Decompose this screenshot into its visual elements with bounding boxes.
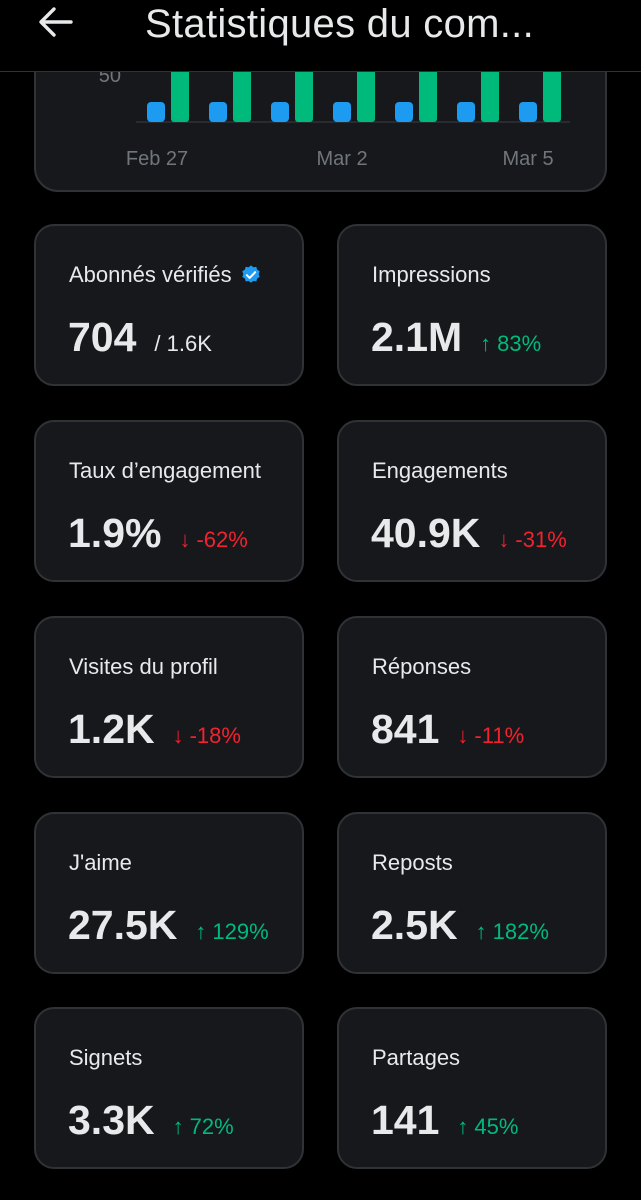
stat-card[interactable]: Impressions 2.1M ↑ 83%: [337, 224, 607, 386]
stat-total: / 1.6K: [154, 331, 212, 356]
stat-delta: ↓ -11%: [457, 723, 524, 749]
arrow-up-icon: ↑: [195, 919, 207, 944]
verified-badge-icon: [240, 264, 262, 286]
back-button[interactable]: [36, 2, 76, 42]
stat-label-text: Impressions: [372, 262, 491, 287]
stat-label-text: Signets: [69, 1045, 143, 1070]
stat-label: Abonnés vérifiés: [69, 262, 262, 288]
stat-card[interactable]: Partages 141 ↑ 45%: [337, 1007, 607, 1169]
stat-label-text: Visites du profil: [69, 654, 218, 679]
stat-value-row: 2.1M ↑ 83%: [371, 314, 541, 361]
stat-value: 2.5K: [371, 902, 458, 948]
stat-value: 841: [371, 706, 440, 752]
stat-value: 1.2K: [68, 706, 155, 752]
stat-value-row: 40.9K ↓ -31%: [371, 510, 567, 557]
stat-value-row: 841 ↓ -11%: [371, 706, 524, 753]
stat-label: J'aime: [69, 850, 132, 876]
stat-label: Signets: [69, 1045, 142, 1071]
top-bar: Statistiques du com...: [0, 0, 641, 72]
stat-delta: ↓ -31%: [498, 527, 566, 553]
stat-delta-value: -31%: [515, 527, 567, 552]
stat-delta: ↑ 72%: [173, 1114, 234, 1140]
stat-card[interactable]: Reposts 2.5K ↑ 182%: [337, 812, 607, 974]
stat-label-text: Réponses: [372, 654, 472, 679]
stat-label-text: J'aime: [69, 850, 132, 875]
arrow-down-icon: ↓: [457, 723, 469, 748]
stat-card[interactable]: Abonnés vérifiés 704 / 1.6K: [34, 224, 304, 386]
stat-value: 1.9%: [68, 510, 162, 556]
bar-blue-2: [271, 102, 289, 122]
arrow-up-icon: ↑: [172, 1114, 184, 1139]
bar-blue-0: [147, 102, 165, 122]
stat-label-text: Partages: [372, 1045, 461, 1070]
stat-delta-value: 72%: [189, 1114, 234, 1139]
arrow-down-icon: ↓: [498, 527, 510, 552]
arrow-down-icon: ↓: [172, 723, 184, 748]
stat-label-text: Engagements: [372, 458, 508, 483]
stat-delta-value: -11%: [474, 723, 525, 748]
x-tick-label: Mar 2: [316, 148, 367, 170]
bar-blue-3: [333, 102, 351, 122]
arrow-up-icon: ↑: [480, 331, 492, 356]
stat-value-row: 27.5K ↑ 129%: [68, 902, 269, 949]
stat-card[interactable]: Engagements 40.9K ↓ -31%: [337, 420, 607, 582]
stat-delta: ↓ -62%: [179, 527, 247, 553]
stat-value: 3.3K: [68, 1097, 155, 1143]
stat-card[interactable]: Signets 3.3K ↑ 72%: [34, 1007, 304, 1169]
stat-value-row: 3.3K ↑ 72%: [68, 1097, 234, 1144]
stat-label: Partages: [372, 1045, 460, 1071]
stat-label: Engagements: [372, 458, 508, 484]
stat-delta: ↓ -18%: [173, 723, 241, 749]
stat-delta-value: 45%: [474, 1114, 519, 1139]
bar-blue-1: [209, 102, 227, 122]
page-title: Statistiques du com...: [145, 2, 535, 46]
stat-card[interactable]: J'aime 27.5K ↑ 129%: [34, 812, 304, 974]
stat-delta: ↑ 45%: [457, 1114, 518, 1140]
stat-card[interactable]: Visites du profil 1.2K ↓ -18%: [34, 616, 304, 778]
stat-delta-value: 129%: [212, 919, 269, 944]
stat-delta-value: 83%: [497, 331, 542, 356]
arrow-up-icon: ↑: [457, 1114, 469, 1139]
stat-delta-value: -62%: [196, 527, 248, 552]
stat-delta: ↑ 129%: [195, 919, 268, 945]
stat-card[interactable]: Taux d’engagement 1.9% ↓ -62%: [34, 420, 304, 582]
stat-label: Taux d’engagement: [69, 458, 261, 484]
stat-delta: ↑ 83%: [480, 331, 541, 357]
stat-value: 40.9K: [371, 510, 481, 556]
arrow-up-icon: ↑: [475, 919, 487, 944]
bar-blue-4: [395, 102, 413, 122]
stat-value: 704: [68, 314, 137, 360]
stat-label: Réponses: [372, 654, 471, 680]
stat-value-row: 141 ↑ 45%: [371, 1097, 518, 1144]
stat-value-row: 1.9% ↓ -62%: [68, 510, 248, 557]
bar-blue-5: [457, 102, 475, 122]
stat-label-text: Abonnés vérifiés: [69, 262, 232, 287]
bar-blue-6: [519, 102, 537, 122]
stat-label: Reposts: [372, 850, 453, 876]
stat-card[interactable]: Réponses 841 ↓ -11%: [337, 616, 607, 778]
stat-value-row: 1.2K ↓ -18%: [68, 706, 241, 753]
stat-label-text: Reposts: [372, 850, 453, 875]
stat-value-row: 2.5K ↑ 182%: [371, 902, 549, 949]
stat-value: 141: [371, 1097, 440, 1143]
stat-delta-value: -18%: [189, 723, 241, 748]
arrow-left-icon: [39, 7, 73, 37]
stat-label: Impressions: [372, 262, 491, 288]
stat-label: Visites du profil: [69, 654, 218, 680]
stat-value: 27.5K: [68, 902, 178, 948]
x-tick-label: Feb 27: [126, 148, 188, 170]
stat-delta: ↑ 182%: [476, 919, 549, 945]
stat-delta-value: 182%: [492, 919, 549, 944]
x-tick-label: Mar 5: [502, 148, 553, 170]
stat-label-text: Taux d’engagement: [69, 458, 262, 483]
stat-value: 2.1M: [371, 314, 463, 360]
arrow-down-icon: ↓: [179, 527, 191, 552]
stat-value-row: 704 / 1.6K: [68, 314, 212, 361]
